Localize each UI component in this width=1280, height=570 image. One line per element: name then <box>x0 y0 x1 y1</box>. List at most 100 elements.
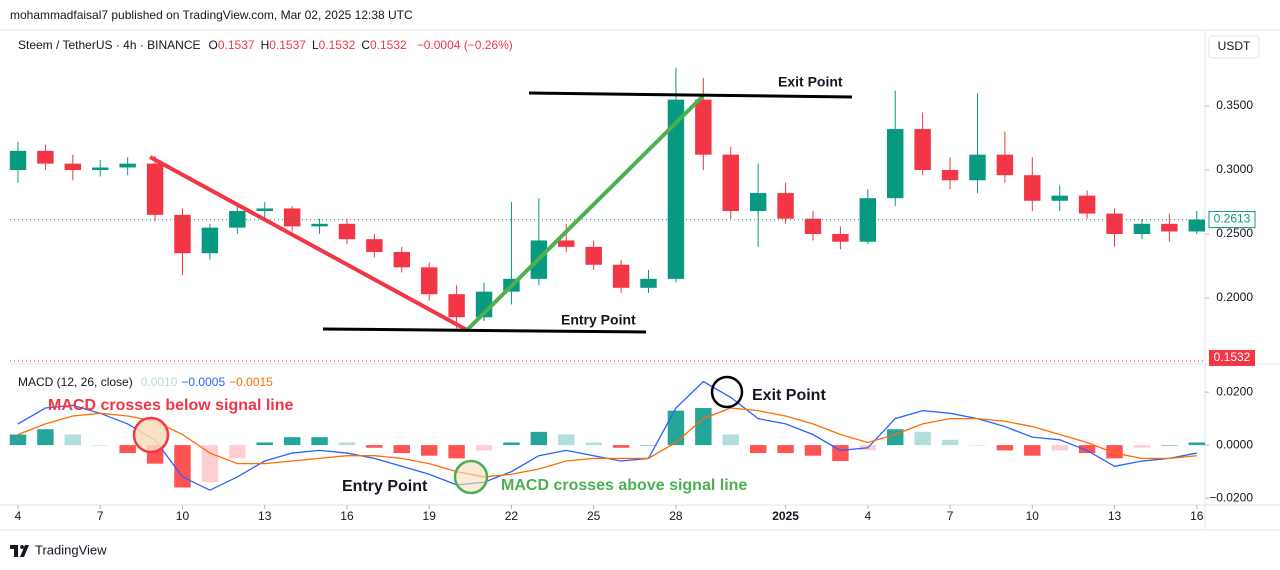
histogram-bar <box>420 445 438 456</box>
histogram-bar <box>229 445 246 459</box>
candle-body <box>996 154 1014 176</box>
candle-body <box>256 208 273 212</box>
candle-body <box>92 167 109 171</box>
x-tick-label: 7 <box>947 509 954 523</box>
candle-body <box>311 223 328 227</box>
macd-legend: MACD (12, 26, close) 0.0010 −0.0005 −0.001… <box>18 375 277 389</box>
indicator-title: MACD (12, 26, close) <box>18 375 133 389</box>
y-tick-label: 0.0200 <box>1216 384 1253 398</box>
candle-body <box>338 223 356 240</box>
candle-body <box>1133 223 1151 235</box>
histogram-bar <box>174 445 191 488</box>
publish-info: mohammadfaisal7 published on TradingView… <box>10 8 413 22</box>
candle-body <box>9 150 27 171</box>
candle-body <box>119 163 136 168</box>
x-tick-label: 10 <box>176 509 190 523</box>
x-tick-label: 16 <box>340 509 354 523</box>
change: −0.0004 (−0.26%) <box>416 38 513 52</box>
cross-marker <box>453 459 489 495</box>
y-tick-label: 0.3000 <box>1216 162 1253 176</box>
histogram-bar <box>695 408 712 446</box>
ohlc: O0.1537 H0.1537 L0.1532 C0.1532 <box>209 38 413 52</box>
histogram-bar <box>64 434 82 446</box>
last-price-box <box>1208 211 1256 229</box>
candle-body <box>941 170 959 181</box>
candle-body <box>914 129 931 171</box>
candle-body <box>1106 213 1123 235</box>
candle-body <box>64 163 82 171</box>
annotation: MACD crosses above signal line <box>501 477 747 494</box>
histogram-bar <box>503 442 520 446</box>
histogram-bar <box>1188 442 1205 446</box>
annotation: Entry Point <box>561 312 636 328</box>
candle-body <box>229 211 246 228</box>
x-tick-label: 28 <box>669 509 683 523</box>
histogram-bar <box>941 439 959 446</box>
histogram-bar <box>640 445 657 446</box>
candle-body <box>612 264 630 288</box>
candle-body <box>1024 175 1041 201</box>
price-label-box <box>1209 349 1255 366</box>
ohlc-value: 0.1532 <box>370 38 407 52</box>
histogram-bar <box>1106 445 1123 459</box>
indicator-value: −0.0015 <box>229 375 273 389</box>
currency-button[interactable] <box>1208 35 1260 59</box>
candle-body <box>201 227 219 254</box>
histogram-bar <box>667 410 685 446</box>
histogram-bar <box>1024 445 1041 456</box>
candle-body <box>777 193 794 219</box>
x-tick-label: 4 <box>864 509 871 523</box>
candle-body <box>1188 219 1205 232</box>
x-tick-label: 2025 <box>772 509 799 523</box>
candle-body <box>887 129 904 199</box>
annotation: Exit Point <box>752 387 826 404</box>
price-legend: Steem / TetherUS · 4h · BINANCE O0.1537 H… <box>18 38 517 52</box>
candle-body <box>640 278 657 288</box>
indicator-value: −0.0005 <box>181 375 226 389</box>
y-tick-label: 0.2500 <box>1216 226 1253 240</box>
histogram-bar <box>119 445 136 454</box>
x-tick-label: 7 <box>97 509 104 523</box>
histogram-bar <box>9 434 27 446</box>
annotation: Exit Point <box>778 74 843 90</box>
histogram-bar <box>996 445 1014 451</box>
candle-body <box>37 150 54 164</box>
candle-body <box>146 163 164 215</box>
histogram-bar <box>448 445 465 459</box>
histogram-bar <box>475 445 493 451</box>
brand: TradingView <box>35 542 107 557</box>
histogram-bar <box>749 445 767 454</box>
ohlc-value: 0.1537 <box>217 38 255 52</box>
histogram-bar <box>969 445 986 446</box>
candle-body <box>1078 195 1096 214</box>
candle-body <box>859 198 877 242</box>
macd-line <box>17 407 1197 478</box>
candle-body <box>722 154 739 212</box>
trend-line <box>465 94 705 332</box>
histogram-bar <box>1051 445 1068 451</box>
last-price-label: 0.2613 <box>1214 212 1251 226</box>
x-tick-label: 22 <box>505 509 519 523</box>
annotation: MACD crosses below signal line <box>48 397 294 414</box>
x-tick-label: 4 <box>15 509 22 523</box>
logo <box>10 545 29 557</box>
histogram-bar <box>201 445 219 483</box>
histogram-bar <box>722 434 739 446</box>
candle-body <box>366 239 383 252</box>
histogram-bar <box>804 445 822 456</box>
candle-body <box>695 99 712 155</box>
symbol: Steem / TetherUS · 4h · BINANCE <box>18 38 201 52</box>
exit-line <box>528 91 853 99</box>
histogram-bar <box>311 437 328 446</box>
ohlc-key: O <box>208 38 218 52</box>
y-tick-label: 0.0000 <box>1216 437 1253 451</box>
histogram-bar <box>612 445 630 448</box>
histogram-bar <box>585 442 602 446</box>
x-tick-label: 16 <box>1190 509 1204 523</box>
histogram-bar <box>393 445 411 454</box>
candle-body <box>585 246 602 265</box>
cross-marker <box>132 416 170 454</box>
entry-line <box>322 327 647 334</box>
